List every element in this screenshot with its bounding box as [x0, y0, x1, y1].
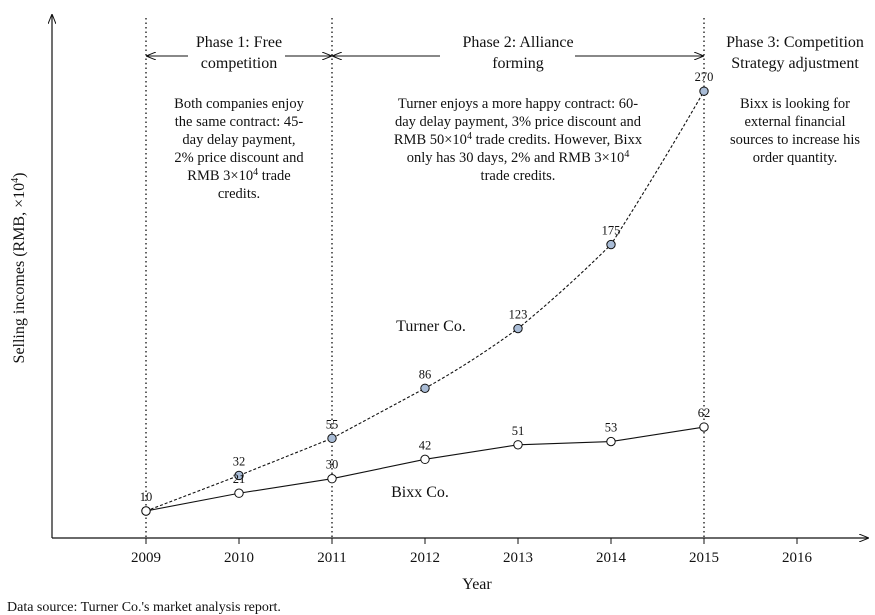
x-tick-label: 2009	[131, 550, 161, 566]
text-part: trade credits.	[481, 168, 556, 184]
bixx-data-label: 62	[698, 406, 711, 420]
text-part: the same contract: 45-	[175, 114, 304, 130]
phase-1-description-line: Both companies enjoy	[174, 96, 304, 112]
superscript: 4	[467, 131, 472, 142]
superscript: 4	[253, 167, 258, 178]
phase-1-description-line: 2% price discount and	[174, 150, 304, 166]
phase-1-description-line: day delay payment,	[182, 132, 295, 148]
turner-data-label: 270	[695, 70, 714, 84]
phase-2-description-line: RMB 50×104 trade credits. However, Bixx	[394, 131, 643, 148]
phase-1-title-line: Phase 1: Free	[196, 34, 282, 51]
phase-2-title-line: forming	[492, 55, 544, 72]
superscript: 4	[624, 149, 629, 160]
text-part: Bixx is looking for	[740, 96, 850, 112]
phase-3-description-line: external financial	[744, 114, 845, 130]
text-part: credits.	[218, 186, 260, 202]
bixx-data-label: 42	[419, 438, 432, 452]
phase-3-description-line: order quantity.	[753, 150, 837, 166]
phase-3-description-line: sources to increase his	[730, 132, 860, 148]
bixx-data-point	[699, 422, 709, 432]
x-tick-label: 2014	[596, 550, 627, 566]
text-part: external financial	[744, 114, 845, 130]
turner-data-label: 32	[233, 454, 246, 468]
turner-data-point	[327, 433, 337, 444]
y-axis-title-main: Selling incomes (RMB, ×10	[11, 183, 28, 364]
phase-1-description-line: the same contract: 45-	[175, 114, 304, 130]
bixx-data-point	[327, 474, 337, 484]
phase-1-description-line: RMB 3×104 trade	[187, 167, 290, 184]
phase-2-description-line: Turner enjoys a more happy contract: 60-	[398, 96, 638, 112]
turner-data-label: 10	[140, 490, 153, 504]
phase-1-title-line: competition	[201, 55, 277, 72]
text-part: sources to increase his	[730, 132, 860, 148]
bixx-data-label: 53	[605, 421, 618, 435]
text-part: Both companies enjoy	[174, 96, 304, 112]
x-tick-label: 2011	[317, 550, 346, 566]
x-tick-label: 2016	[782, 550, 813, 566]
x-tick-label: 2015	[689, 550, 719, 566]
x-tick-label: 2010	[224, 550, 254, 566]
text-part: day delay payment,	[182, 132, 295, 148]
text-part: trade credits. However, Bixx	[472, 132, 643, 148]
bixx-data-label: 51	[512, 424, 525, 438]
turner-data-label: 86	[419, 367, 432, 381]
bixx-data-point	[606, 436, 616, 447]
turner-series-name: Turner Co.	[396, 318, 466, 335]
phase-2-title-line: Phase 2: Alliance	[462, 34, 573, 51]
text-part: day delay payment, 3% price discount and	[395, 114, 642, 130]
turner-series-line	[145, 90, 705, 512]
turner-data-point	[513, 323, 523, 334]
phase-2-description-line: trade credits.	[481, 168, 556, 184]
text-part: trade	[258, 168, 291, 184]
turner-data-label: 123	[509, 308, 528, 322]
text-part: RMB 3×10	[187, 168, 253, 184]
phase-3-description-line: Bixx is looking for	[740, 96, 850, 112]
y-axis-title: Selling incomes (RMB, ×104)	[10, 173, 28, 364]
bixx-data-label: 30	[326, 458, 339, 472]
bixx-series-name: Bixx Co.	[391, 484, 449, 501]
turner-data-point	[420, 383, 430, 393]
x-tick-label: 2013	[503, 550, 533, 566]
turner-data-point	[606, 239, 616, 250]
turner-data-point	[234, 470, 244, 481]
y-axis-title-close: )	[11, 173, 28, 178]
bixx-data-point	[234, 488, 244, 498]
text-part: 2% price discount and	[174, 150, 304, 166]
text-part: only has 30 days, 2% and RMB 3×10	[407, 150, 625, 166]
bixx-data-point	[141, 506, 151, 516]
text-part: RMB 50×10	[394, 132, 467, 148]
x-axis-title: Year	[462, 576, 492, 593]
turner-data-label: 175	[602, 224, 621, 238]
bixx-data-label: 21	[233, 472, 246, 486]
phase-2-description-line: day delay payment, 3% price discount and	[395, 114, 642, 130]
turner-data-label: 55	[326, 417, 339, 431]
text-part: Turner enjoys a more happy contract: 60-	[398, 96, 638, 112]
x-tick-label: 2012	[410, 550, 440, 566]
phase-3-title-line: Phase 3: Competition	[726, 34, 864, 51]
phase-3-title-line: Strategy adjustment	[731, 55, 859, 72]
data-source-note: Data source: Turner Co.'s market analysi…	[7, 600, 281, 615]
turner-data-point	[699, 86, 709, 96]
bixx-data-point	[513, 440, 523, 450]
text-part: order quantity.	[753, 150, 837, 166]
phase-2-description-line: only has 30 days, 2% and RMB 3×104	[407, 149, 630, 166]
y-axis-title-superscript: 4	[10, 178, 21, 183]
phase-1-description-line: credits.	[218, 186, 260, 202]
bixx-data-point	[420, 454, 430, 465]
